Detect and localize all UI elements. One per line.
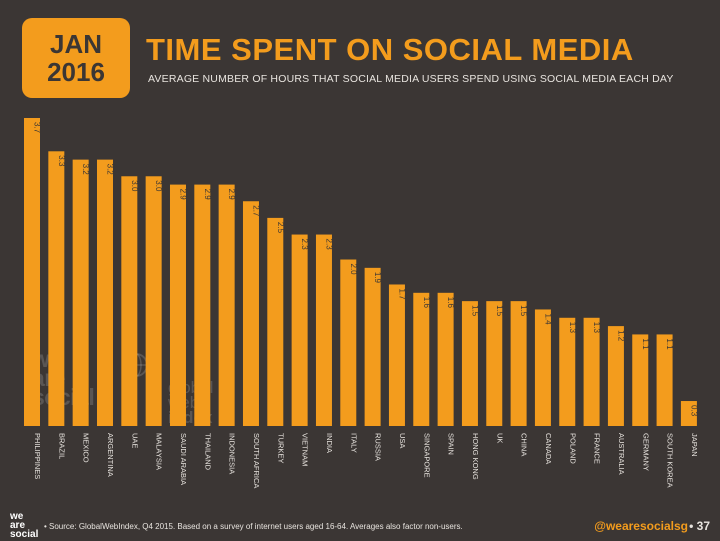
category-label: SINGAPORE [422, 433, 431, 478]
value-label: 1.3 [592, 322, 601, 334]
value-label: 3.0 [130, 180, 139, 192]
value-label: 1.4 [543, 313, 552, 325]
value-label: 3.7 [33, 122, 42, 134]
bar [340, 259, 357, 426]
category-label: CHINA [520, 433, 529, 456]
category-label: RUSSIA [374, 433, 383, 461]
bar [121, 176, 138, 426]
value-label: 2.9 [227, 189, 236, 201]
bar [534, 309, 551, 426]
bar [24, 118, 40, 426]
value-label: 3.3 [57, 155, 66, 167]
bar [461, 301, 478, 426]
logo-line: are [10, 520, 26, 531]
bar [267, 217, 284, 426]
category-label: BRAZIL [57, 433, 66, 459]
bar [72, 159, 89, 426]
bar [48, 151, 65, 426]
date-badge: JAN 2016 [22, 18, 130, 98]
value-label: 1.5 [495, 305, 504, 317]
value-label: 1.6 [446, 297, 455, 309]
bar [96, 159, 113, 426]
category-label: CANADA [544, 433, 553, 464]
bar [680, 401, 697, 426]
value-label: 1.5 [519, 305, 528, 317]
category-label: FRANCE [593, 433, 602, 464]
category-label: INDONESIA [228, 433, 237, 474]
value-label: 1.5 [470, 305, 479, 317]
bar [218, 184, 235, 426]
category-label: ITALY [349, 433, 358, 453]
bar [145, 176, 162, 426]
category-label: UAE [130, 433, 139, 448]
category-label: USA [398, 433, 407, 448]
value-label: 2.9 [178, 189, 187, 201]
category-label: SPAIN [447, 433, 456, 455]
value-label: 1.1 [665, 338, 674, 350]
category-label: GERMANY [641, 433, 650, 471]
bar [632, 334, 649, 426]
page-title: TIME SPENT ON SOCIAL MEDIA [146, 32, 634, 67]
date-month: JAN [49, 29, 102, 59]
bar [437, 292, 454, 426]
value-label: 1.3 [568, 322, 577, 334]
bar [607, 326, 624, 426]
value-label: 3.2 [81, 164, 90, 176]
category-label: INDIA [325, 433, 334, 453]
value-label: 2.5 [276, 222, 285, 234]
category-label: SOUTH KOREA [666, 433, 675, 488]
category-label: HONG KONG [471, 433, 480, 480]
bar [486, 301, 503, 426]
social-handle: @wearesocialsg [594, 519, 688, 533]
category-label: MEXICO [82, 433, 91, 463]
value-label: 2.3 [324, 239, 333, 251]
bar [315, 234, 332, 426]
we-are-social-logo: we are social [10, 511, 39, 540]
bar [559, 317, 576, 426]
category-label: POLAND [568, 433, 577, 464]
value-label: 1.9 [373, 272, 382, 284]
category-label: SOUTH AFRICA [252, 433, 261, 488]
bar [510, 301, 527, 426]
value-label: 0.3 [689, 405, 698, 417]
category-label: TURKEY [276, 433, 285, 463]
value-label: 2.7 [251, 205, 260, 217]
value-label: 3.2 [105, 164, 114, 176]
source-note: • Source: GlobalWebIndex, Q4 2015. Based… [44, 522, 463, 531]
bar [388, 284, 405, 426]
category-label: JAPAN [690, 433, 699, 457]
page-number: • 37 [689, 519, 710, 533]
logo-line: we [10, 511, 24, 522]
bar [169, 184, 186, 426]
bar [413, 292, 430, 426]
category-label: THAILAND [203, 433, 212, 471]
category-label: VIETNAM [301, 433, 310, 466]
page-subtitle: AVERAGE NUMBER OF HOURS THAT SOCIAL MEDI… [148, 73, 674, 85]
category-label: MALAYSIA [155, 433, 164, 470]
bar [364, 267, 381, 426]
category-label: UK [495, 433, 504, 443]
value-label: 1.6 [422, 297, 431, 309]
bar [242, 201, 259, 426]
category-label: PHILIPPINES [33, 433, 42, 479]
value-label: 1.2 [616, 330, 625, 342]
value-label: 3.0 [154, 180, 163, 192]
value-label: 1.7 [397, 288, 406, 300]
bar [194, 184, 211, 426]
value-label: 1.1 [641, 338, 650, 350]
value-label: 2.3 [300, 239, 309, 251]
bar [291, 234, 308, 426]
value-label: 2.9 [203, 189, 212, 201]
logo-line: social [10, 529, 39, 540]
bar [656, 334, 673, 426]
category-label: SAUDI ARABIA [179, 433, 188, 485]
value-label: 2.0 [349, 264, 358, 276]
bar [583, 317, 600, 426]
category-label: ARGENTINA [106, 433, 115, 477]
category-label: AUSTRALIA [617, 433, 626, 475]
date-year: 2016 [47, 57, 105, 87]
